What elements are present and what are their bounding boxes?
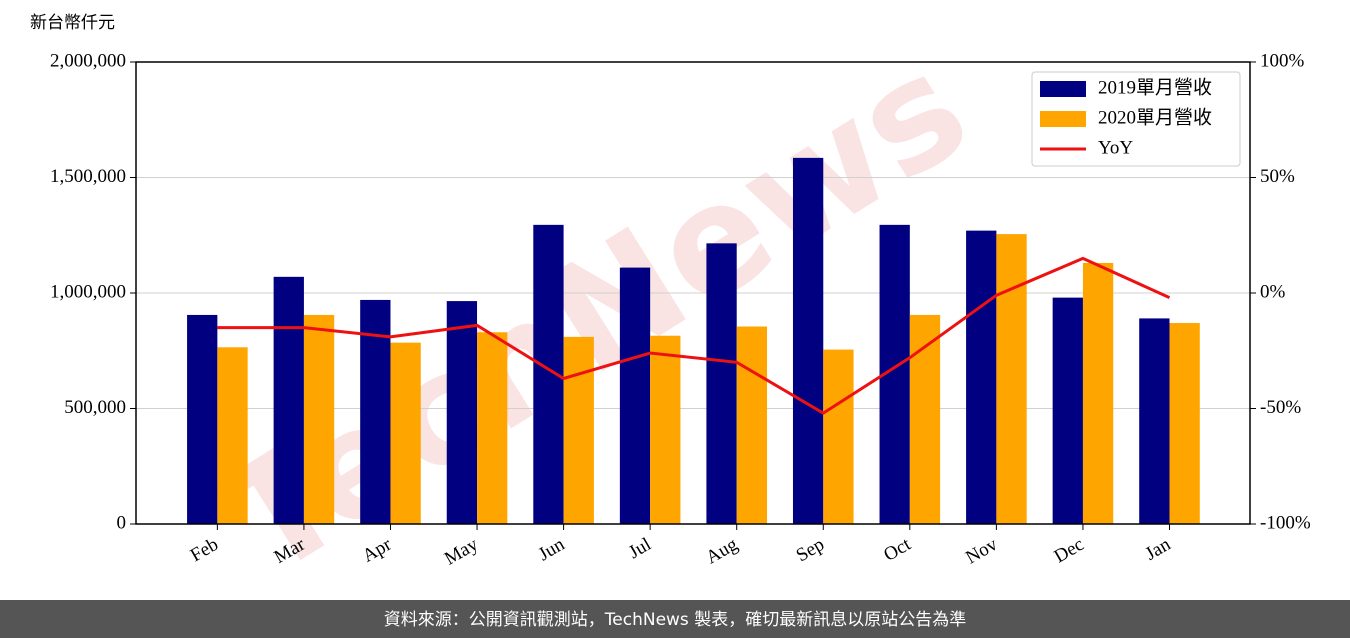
bar (187, 314, 218, 524)
plot-frame (135, 61, 1251, 525)
x-tick-label: Feb (187, 534, 222, 566)
legend-label: 2019單月營收 (1098, 76, 1212, 98)
x-tick-label: Jun (535, 534, 569, 566)
footer: 資料來源：公開資訊觀測站，TechNews 製表，確切最新訊息以原站公告為準 (384, 610, 966, 630)
bar (966, 230, 997, 524)
line (217, 256, 1171, 415)
bar (909, 314, 941, 524)
x-tick-label: Sep (793, 534, 828, 566)
legend-swatch (1040, 111, 1086, 127)
y2-tick-label: -100% (1260, 512, 1311, 533)
bar (217, 347, 248, 524)
x-tick-label: Jan (1142, 534, 1175, 565)
y-tick-label: 0 (117, 512, 127, 533)
legend-label: YoY (1098, 137, 1133, 158)
y2-tick-label: -50% (1260, 397, 1301, 418)
bar (563, 336, 594, 524)
bar (1169, 323, 1200, 524)
bar (792, 157, 824, 525)
x-tick-label: Nov (962, 534, 1001, 569)
bar (1139, 318, 1170, 524)
y-tick-label: 1,500,000 (50, 166, 126, 187)
x-tick-label: Dec (1051, 534, 1088, 567)
bar (477, 332, 508, 524)
legend-label: 2020單月營收 (1098, 106, 1212, 128)
bar (996, 234, 1027, 524)
x-tick-label: Aug (703, 534, 742, 569)
bar (823, 349, 854, 524)
y-tick-label: 2,000,000 (50, 50, 126, 71)
bar (273, 276, 304, 524)
bar (619, 267, 651, 524)
bar (650, 335, 681, 524)
y-tick-label: 1,000,000 (50, 281, 126, 302)
y2-tick-label: 100% (1260, 50, 1305, 71)
bar (303, 314, 335, 524)
bar (1052, 297, 1083, 524)
bar (1082, 262, 1114, 524)
x-tick-label: Oct (880, 534, 915, 566)
bar (390, 342, 421, 524)
x-tick-label: Jul (625, 534, 655, 563)
bar (736, 326, 768, 524)
y-axis-title: 新台幣仟元 (30, 13, 115, 33)
x-tick-label: May (441, 534, 482, 570)
legend-swatch (1040, 81, 1086, 97)
y-tick-label: 500,000 (64, 397, 126, 418)
bar (706, 243, 737, 524)
y2-tick-label: 0% (1260, 281, 1286, 302)
footer-bar (0, 600, 1350, 638)
bar (446, 301, 478, 524)
y2-tick-label: 50% (1260, 166, 1295, 187)
